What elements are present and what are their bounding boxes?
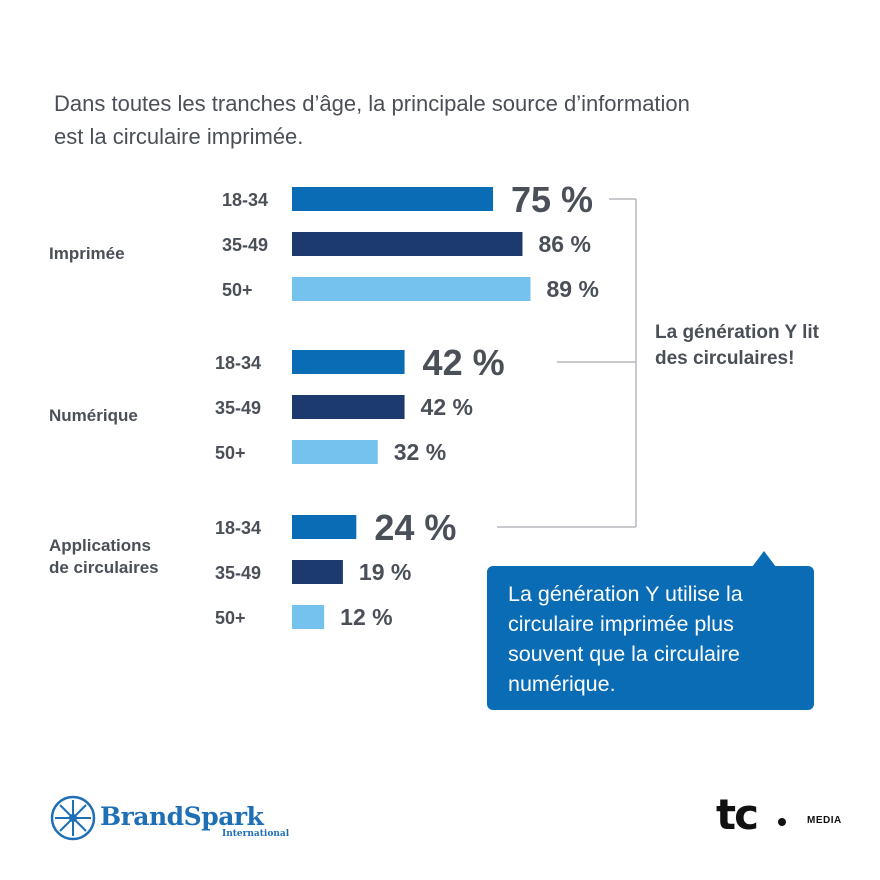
bar xyxy=(292,605,325,629)
bar-group xyxy=(292,187,531,629)
age-label: 35-49 xyxy=(215,398,261,418)
age-label: 35-49 xyxy=(222,235,268,255)
bar xyxy=(292,560,343,584)
group-label: Imprimée xyxy=(49,244,125,263)
bar xyxy=(292,277,531,301)
callout-box xyxy=(487,566,814,710)
chart-title: Dans toutes les tranches d’âge, la princ… xyxy=(54,91,690,149)
value-label: 24 % xyxy=(374,507,456,548)
value-label: 86 % xyxy=(538,231,590,257)
label-group: Imprimée 18-34 75 % 35-49 86 % 50+ 89 % Numériq… xyxy=(49,179,599,630)
value-label: 12 % xyxy=(340,604,392,630)
value-label: 19 % xyxy=(359,559,411,585)
age-label: 18-34 xyxy=(222,190,268,210)
group-label: Numérique xyxy=(49,406,138,425)
callout-pointer xyxy=(752,551,776,567)
brandspark-logo-icon xyxy=(50,795,96,841)
bar xyxy=(292,515,357,539)
age-label: 18-34 xyxy=(215,353,261,373)
bar xyxy=(292,232,523,256)
group-label: Applications de circulaires xyxy=(49,536,159,577)
tc-media-label: MEDIA xyxy=(807,815,842,826)
age-label: 50+ xyxy=(215,608,246,628)
bar xyxy=(292,187,493,211)
callout-text: La génération Y utilise la circulaire im… xyxy=(508,582,743,696)
age-label: 50+ xyxy=(222,280,253,300)
value-label: 75 % xyxy=(511,179,593,220)
side-note: La génération Y lit des circulaires! xyxy=(655,322,820,369)
value-label: 42 % xyxy=(423,342,505,383)
value-label: 89 % xyxy=(547,276,599,302)
brandspark-name: BrandSpark xyxy=(100,802,264,831)
value-label: 42 % xyxy=(421,394,473,420)
brandspark-sub: International xyxy=(222,829,290,839)
age-label: 18-34 xyxy=(215,518,261,538)
age-label: 35-49 xyxy=(215,563,261,583)
connector-lines xyxy=(497,198,637,528)
age-label: 50+ xyxy=(215,443,246,463)
tc-dot-icon xyxy=(778,818,786,826)
bar xyxy=(292,350,405,374)
value-label: 32 % xyxy=(394,439,446,465)
tc-logo: tc xyxy=(716,790,759,839)
bar xyxy=(292,395,405,419)
bar xyxy=(292,440,378,464)
